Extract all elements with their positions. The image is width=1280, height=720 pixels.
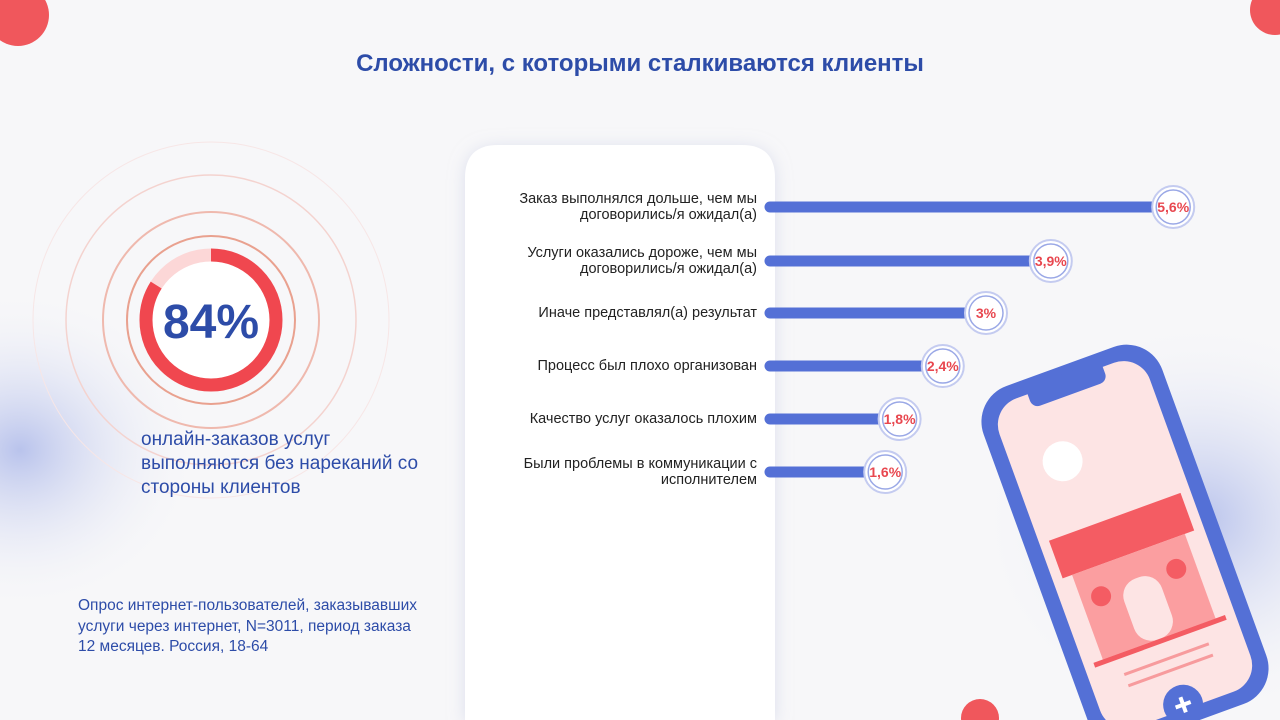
category-label: Были проблемы в коммуникации с исполните…	[523, 456, 757, 488]
highlight-caption: онлайн-заказов услуг выполняются без нар…	[141, 429, 419, 498]
category-label: Заказ выполнялся дольше, чем мы договори…	[519, 191, 757, 223]
category-label: Иначе представлял(а) результат	[538, 305, 757, 321]
title: Сложности, с которыми сталкиваются клиен…	[356, 50, 924, 77]
value-label: 2,4%	[927, 358, 959, 374]
value-label: 1,8%	[884, 411, 916, 427]
highlight-arc	[139, 248, 283, 392]
value-badge-inner	[968, 295, 1004, 331]
category-label: Качество услуг оказалось плохим	[529, 411, 757, 427]
value-label: 5,6%	[1157, 199, 1189, 215]
value-badge-inner	[1155, 189, 1191, 225]
category-label: Процесс был плохо организован	[537, 358, 758, 374]
footnote: Опрос интернет-пользователей, заказывавш…	[78, 597, 418, 655]
value-badge-inner	[1033, 243, 1069, 279]
value-label: 3,9%	[1035, 253, 1067, 269]
value-label: 3%	[976, 305, 997, 321]
value-badge-inner	[925, 348, 961, 384]
value-badge-inner	[881, 401, 918, 437]
category-label: Услуги оказались дороже, чем мы договори…	[527, 245, 757, 277]
value-badge-inner	[867, 454, 903, 490]
value-label: 1,6%	[869, 464, 901, 480]
highlight-value: 84%	[163, 296, 259, 349]
